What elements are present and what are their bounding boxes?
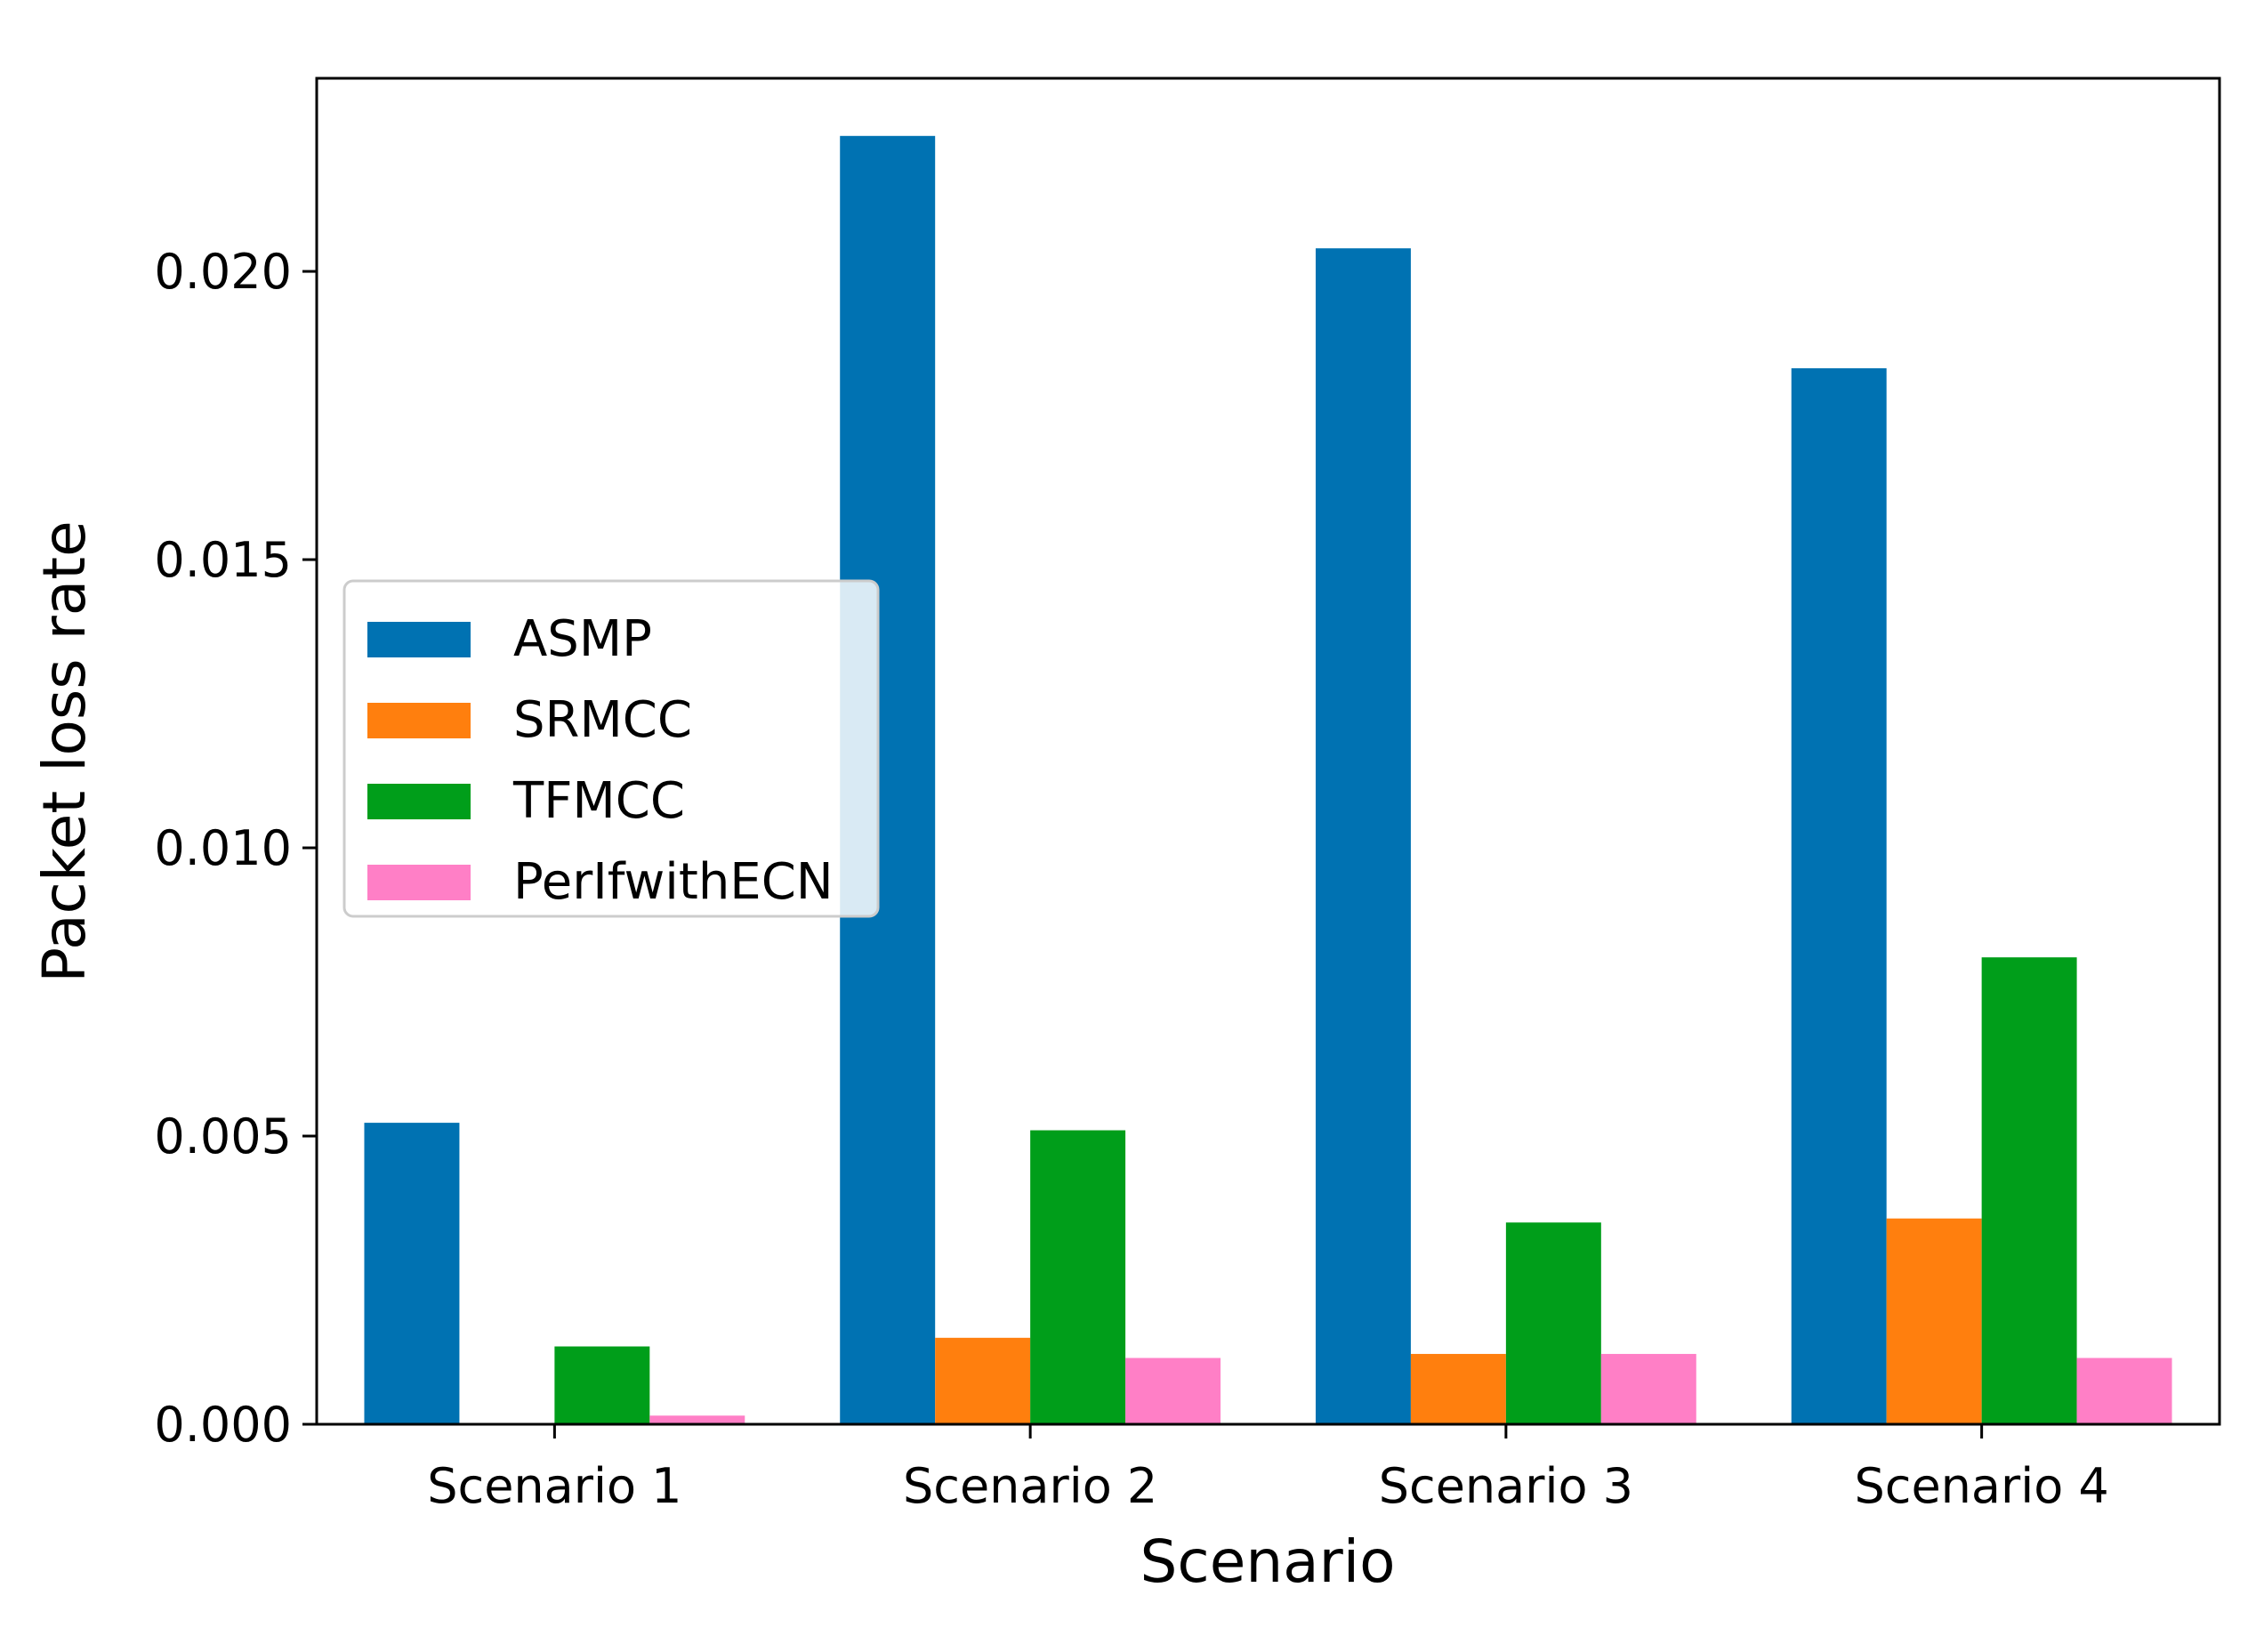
bar-asmp-1 bbox=[364, 1123, 460, 1424]
legend-swatch-srmcc bbox=[367, 703, 471, 738]
legend-label-asmp: ASMP bbox=[513, 610, 652, 668]
y-tick-label: 0.015 bbox=[154, 532, 292, 588]
x-axis: Scenario 1 Scenario 2 Scenario 3 Scenario 4 bbox=[427, 1424, 2109, 1514]
bar-asmp-4 bbox=[1791, 367, 1887, 1425]
bar-perifwithecn-4 bbox=[2076, 1358, 2172, 1424]
x-tick-label: Scenario 2 bbox=[903, 1458, 1157, 1514]
legend-swatch-perifwithecn bbox=[367, 865, 471, 900]
y-tick-label: 0.000 bbox=[154, 1397, 292, 1453]
legend-label-perifwithecn: PerIfwithECN bbox=[513, 853, 834, 911]
bar-perifwithecn-2 bbox=[1125, 1358, 1221, 1424]
bar-perifwithecn-1 bbox=[649, 1415, 745, 1424]
y-tick-label: 0.005 bbox=[154, 1108, 292, 1164]
y-axis-title: Packet loss rate bbox=[30, 520, 99, 982]
bar-srmcc-2 bbox=[935, 1337, 1031, 1424]
legend-swatch-tfmcc bbox=[367, 784, 471, 819]
legend-label-srmcc: SRMCC bbox=[513, 691, 692, 749]
bar-asmp-3 bbox=[1315, 248, 1411, 1424]
y-tick-label: 0.020 bbox=[154, 244, 292, 300]
bar-perifwithecn-3 bbox=[1600, 1353, 1696, 1424]
bar-tfmcc-2 bbox=[1030, 1130, 1126, 1424]
plot-frame bbox=[315, 77, 2221, 1426]
legend-box bbox=[342, 579, 880, 918]
bar-srmcc-3 bbox=[1410, 1353, 1506, 1424]
x-tick-label: Scenario 1 bbox=[427, 1458, 681, 1514]
legend-label-tfmcc: TFMCC bbox=[512, 772, 685, 830]
bars-layer bbox=[364, 135, 2172, 1425]
legend-swatch-asmp bbox=[367, 622, 471, 657]
x-axis-title: Scenario bbox=[1140, 1527, 1396, 1596]
y-axis: 0.000 0.005 0.010 0.015 0.020 bbox=[154, 244, 317, 1453]
bar-srmcc-4 bbox=[1886, 1218, 1982, 1424]
bar-tfmcc-1 bbox=[554, 1346, 650, 1424]
bar-tfmcc-4 bbox=[1981, 957, 2077, 1424]
bar-tfmcc-3 bbox=[1505, 1222, 1601, 1424]
x-tick-label: Scenario 3 bbox=[1379, 1458, 1633, 1514]
y-tick-label: 0.010 bbox=[154, 820, 292, 876]
legend: ASMP SRMCC TFMCC PerIfwithECN bbox=[342, 579, 880, 918]
x-tick-label: Scenario 4 bbox=[1854, 1458, 2108, 1514]
